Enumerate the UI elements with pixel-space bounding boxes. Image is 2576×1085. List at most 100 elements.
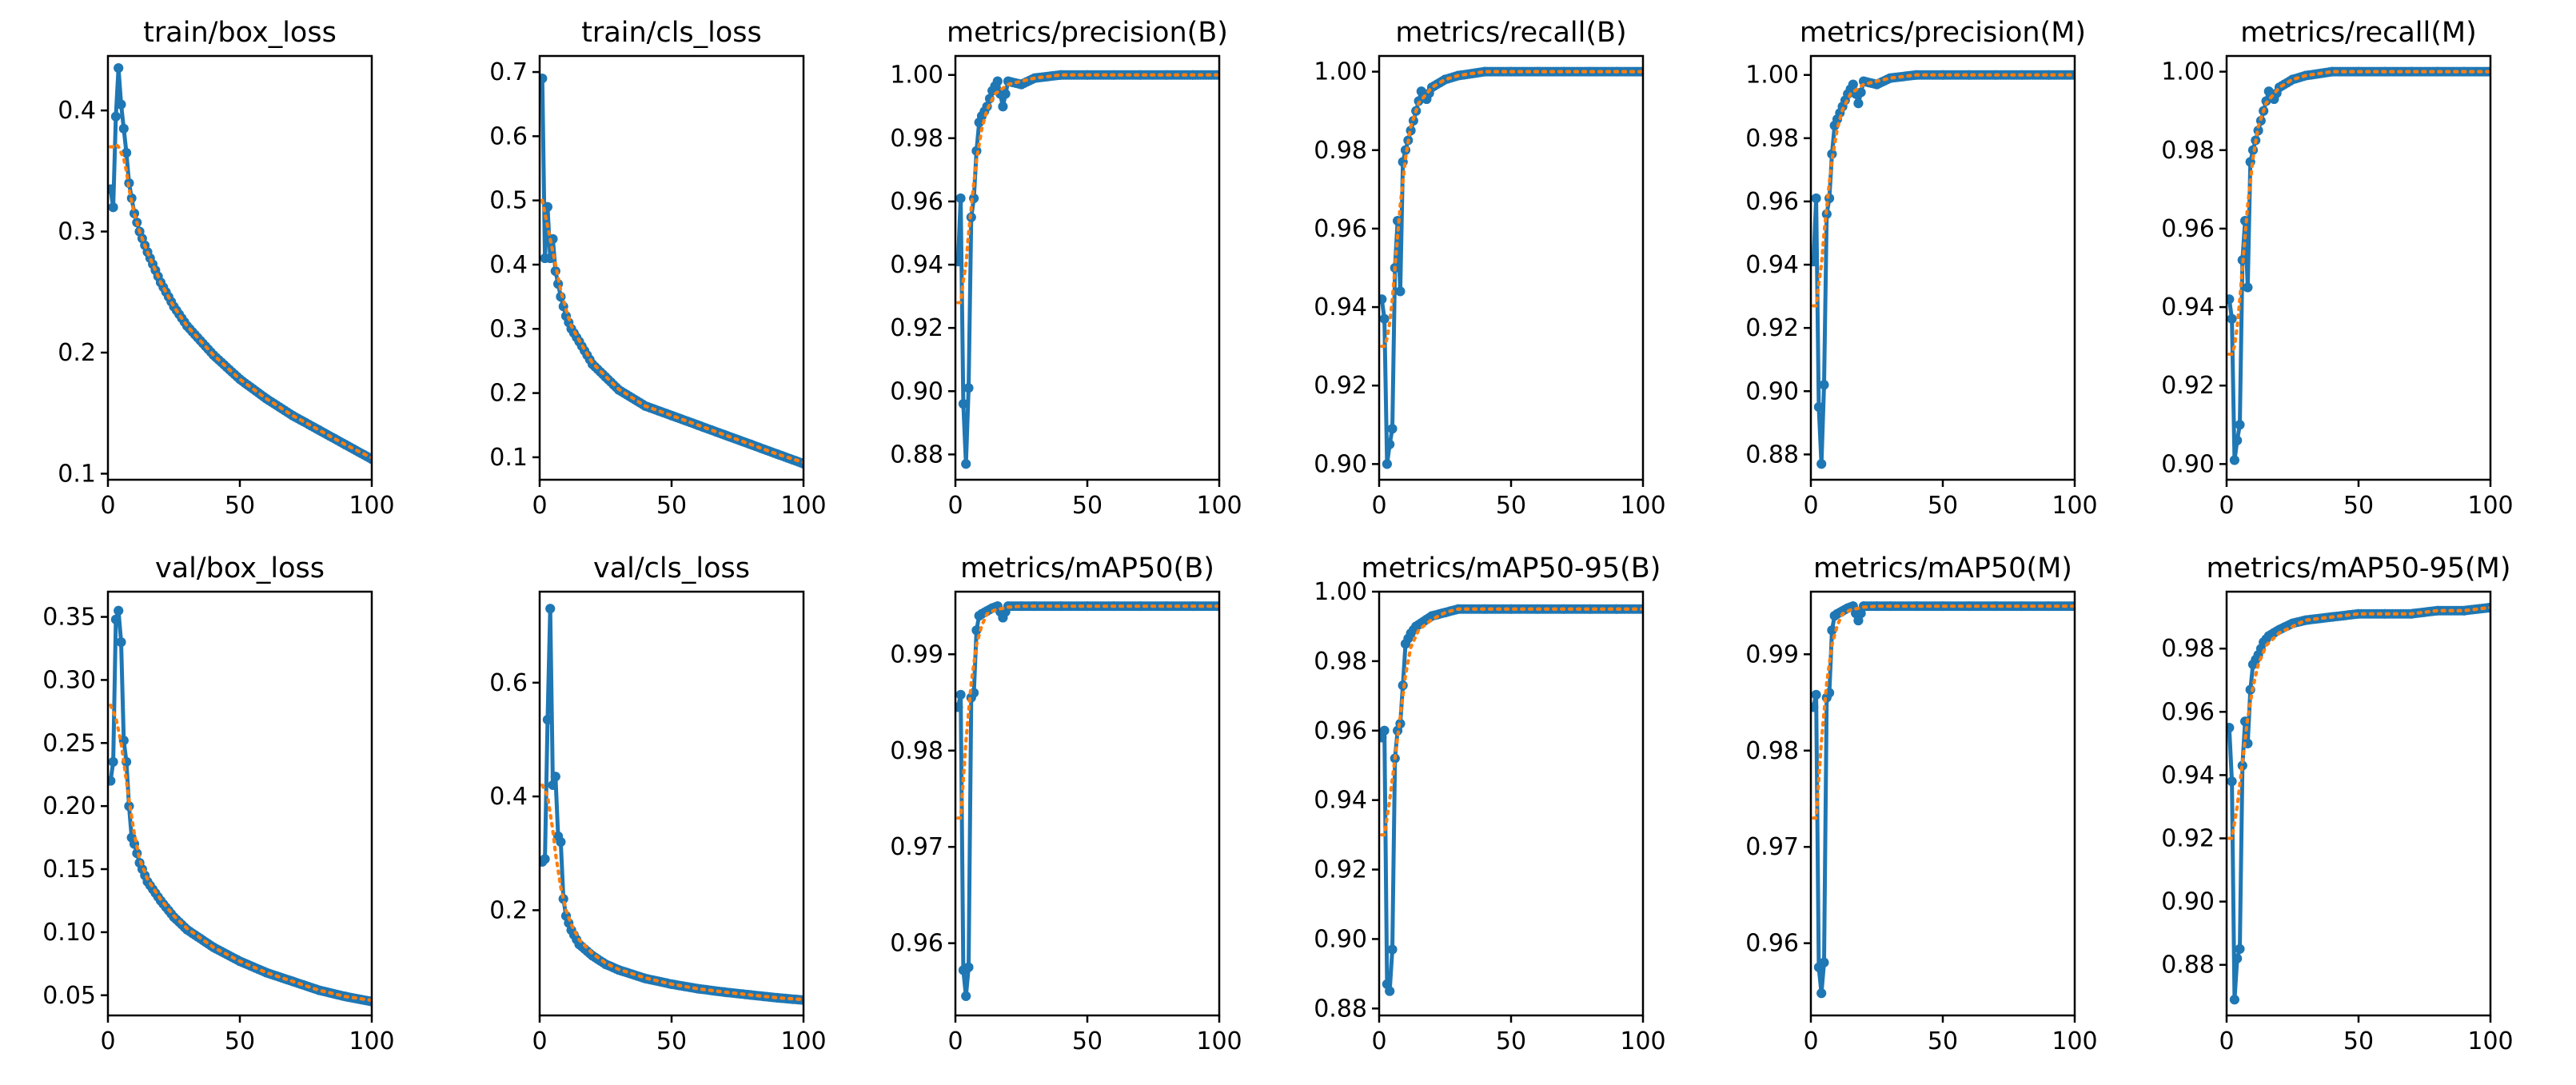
- x-tick-label: 100: [2052, 1027, 2097, 1055]
- y-tick-label: 0.3: [58, 218, 96, 246]
- subplot-12: metrics/mAP50-95(M) 0.88 0.90 0.92 0.94 0.96 0…: [2161, 552, 2513, 1055]
- x-tick-label: 0: [1371, 1027, 1386, 1055]
- data-point: [1506, 604, 1516, 614]
- data-point: [1819, 380, 1829, 390]
- y-tick-label: 0.4: [489, 783, 528, 811]
- subplot-title: metrics/recall(B): [1395, 17, 1626, 49]
- y-tick-label: 0.88: [1314, 995, 1367, 1023]
- data-point: [108, 184, 116, 194]
- data-point: [2354, 608, 2363, 619]
- y-tick-label: 0.98: [1745, 125, 1799, 153]
- x-tick-label: 100: [2467, 1027, 2513, 1055]
- data-point: [1853, 98, 1864, 109]
- y-tick-label: 0.2: [489, 380, 528, 408]
- y-tick-label: 0.2: [489, 896, 528, 924]
- x-tick-label: 50: [1496, 492, 1526, 520]
- y-tick-label: 0.92: [1314, 372, 1367, 400]
- y-tick-label: 0.25: [42, 729, 96, 757]
- x-tick-label: 50: [2343, 492, 2374, 520]
- smooth-series-overlay: [2227, 605, 2490, 840]
- y-tick-label: 0.96: [1745, 930, 1799, 958]
- smooth-series-overlay: [1380, 70, 1643, 349]
- x-tick-label: 100: [780, 1027, 826, 1055]
- data-point: [1912, 601, 1921, 612]
- subplot-title: train/cls_loss: [581, 17, 762, 49]
- smooth-series-overlay: [1380, 607, 1643, 837]
- data-point: [548, 780, 558, 790]
- y-tick-label: 0.99: [1745, 640, 1799, 668]
- y-tick-label: 0.94: [2161, 293, 2215, 321]
- y-tick-label: 0.90: [2161, 888, 2215, 916]
- data-point: [2243, 282, 2253, 293]
- y-tick-label: 0.1: [489, 444, 528, 472]
- data-point: [1856, 87, 1866, 98]
- subplot-title: val/box_loss: [155, 552, 325, 584]
- data-point: [1416, 86, 1426, 97]
- data-point: [108, 756, 118, 767]
- x-tick-label: 100: [1196, 492, 1242, 520]
- y-tick-label: 0.96: [1745, 188, 1799, 216]
- y-tick-label: 0.35: [42, 604, 96, 632]
- data-point: [977, 111, 987, 122]
- y-tick-label: 0.97: [1745, 833, 1799, 861]
- data-point: [2235, 420, 2245, 430]
- subplot-6: metrics/recall(M) 0.90 0.92 0.94 0.96 0.98 1.0…: [2161, 17, 2513, 520]
- x-tick-label: 100: [1620, 1027, 1665, 1055]
- data-point: [1401, 639, 1410, 649]
- data-point: [1016, 601, 1027, 612]
- smooth-series-overlay: [956, 73, 1219, 305]
- subplot-1: train/box_loss 0.1 0.2 0.3 0.4 0 50 100: [58, 17, 394, 520]
- y-tick-label: 0.88: [1745, 441, 1799, 469]
- data-point: [110, 111, 121, 122]
- data-point: [2227, 313, 2237, 324]
- subplot-title: metrics/precision(M): [1800, 17, 2086, 49]
- data-point: [1382, 459, 1392, 469]
- data-point: [1964, 70, 1974, 80]
- y-tick-label: 0.92: [1745, 314, 1799, 342]
- data-point: [955, 193, 966, 203]
- data-point: [1385, 986, 1395, 996]
- y-tick-label: 0.90: [1314, 450, 1367, 478]
- x-tick-label: 50: [225, 1027, 255, 1055]
- x-tick-label: 50: [1496, 1027, 1526, 1055]
- data-point: [1480, 66, 1489, 77]
- x-tick-label: 0: [1803, 1027, 1818, 1055]
- y-tick-label: 0.98: [2161, 635, 2215, 663]
- data-point: [2327, 66, 2337, 77]
- y-tick-label: 0.94: [890, 251, 943, 279]
- y-tick-label: 0.98: [890, 125, 943, 153]
- data-point: [1395, 286, 1406, 297]
- y-tick-label: 0.96: [1314, 215, 1367, 243]
- y-tick-label: 0.4: [489, 251, 528, 279]
- smooth-series-overlay: [1812, 73, 2075, 308]
- subplot-3: metrics/precision(B) 0.88 0.90 0.92 0.94 0.96…: [890, 17, 1242, 520]
- subplot-title: metrics/precision(B): [947, 17, 1228, 49]
- data-point: [693, 983, 703, 994]
- y-tick-label: 0.96: [890, 930, 943, 958]
- data-point: [1827, 625, 1837, 636]
- data-point: [1379, 313, 1390, 324]
- x-tick-label: 50: [1928, 1027, 1958, 1055]
- subplot-10: metrics/mAP50-95(B) 0.88 0.90 0.92 0.94 0.96 0…: [1314, 552, 1665, 1055]
- y-tick-label: 0.1: [58, 460, 96, 488]
- y-tick-label: 0.94: [1745, 251, 1799, 279]
- y-tick-label: 0.3: [489, 315, 528, 343]
- y-tick-label: 1.00: [1314, 578, 1367, 606]
- data-point: [2275, 624, 2284, 635]
- data-point: [1816, 459, 1827, 469]
- subplot-7: val/box_loss 0.05 0.10 0.15 0.20 0.25 0.30 0.35…: [42, 552, 394, 1055]
- y-tick-label: 0.6: [489, 122, 528, 150]
- data-point: [2486, 602, 2490, 612]
- data-point: [545, 604, 556, 614]
- x-tick-label: 50: [2343, 1027, 2374, 1055]
- data-point: [2237, 760, 2247, 771]
- x-tick-label: 0: [2219, 1027, 2234, 1055]
- data-point: [1000, 89, 1011, 99]
- x-tick-label: 0: [947, 1027, 963, 1055]
- data-point: [958, 399, 968, 409]
- subplot-title: metrics/mAP50(M): [1813, 552, 2072, 584]
- data-point: [971, 625, 982, 636]
- y-tick-label: 0.98: [1314, 648, 1367, 676]
